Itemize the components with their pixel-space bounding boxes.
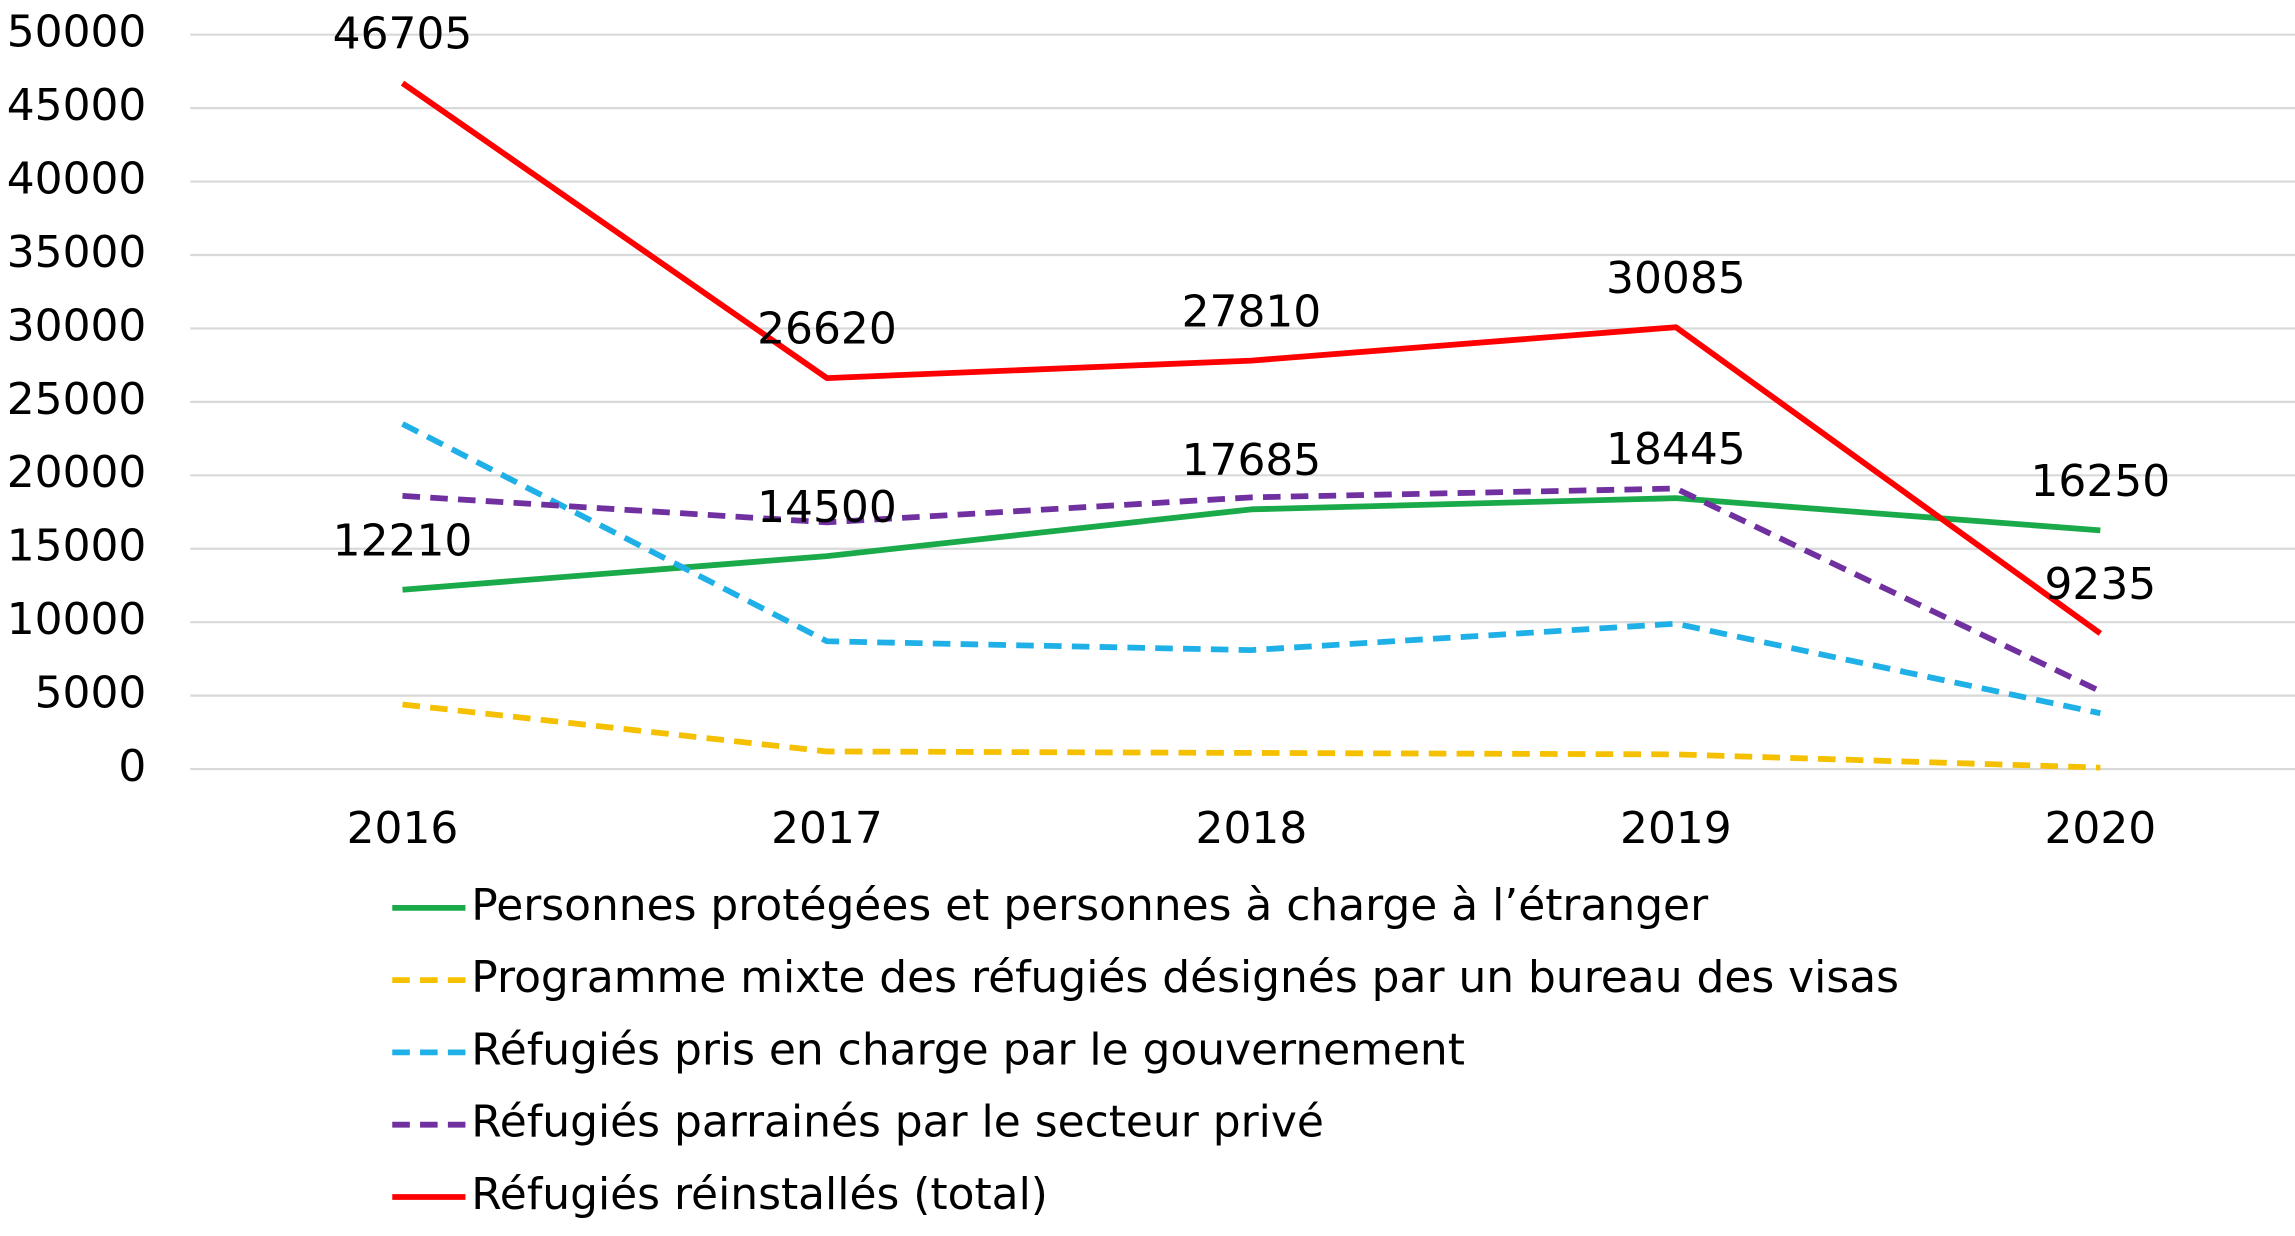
x-tick-label: 2018 (1196, 804, 1308, 854)
data-label: 30085 (1606, 254, 1746, 304)
y-tick-label: 40000 (7, 155, 147, 205)
y-tick-label: 35000 (7, 228, 147, 278)
x-tick-label: 2020 (2044, 804, 2156, 854)
data-label: 18445 (1606, 425, 1746, 475)
legend-label: Programme mixte des réfugiés désignés pa… (471, 953, 1899, 1003)
y-tick-label: 5000 (35, 669, 147, 719)
data-label: 46705 (333, 10, 473, 60)
data-label: 26620 (757, 305, 897, 355)
y-tick-label: 50000 (7, 8, 147, 58)
legend-label: Réfugiés parrainés par le secteur privé (471, 1098, 1324, 1148)
data-label: 12210 (333, 517, 473, 567)
series-line (400, 80, 2103, 636)
data-label: 16250 (2031, 457, 2171, 507)
data-label: 17685 (1182, 436, 1322, 486)
series-line (402, 485, 2102, 694)
y-tick-label: 15000 (7, 522, 147, 572)
x-tick-label: 2016 (347, 804, 459, 854)
x-tick-label: 2017 (771, 804, 883, 854)
legend-label: Réfugiés réinstallés (total) (471, 1170, 1048, 1220)
data-label: 9235 (2044, 560, 2156, 610)
y-tick-label: 25000 (7, 375, 147, 425)
y-tick-label: 0 (118, 742, 146, 792)
y-tick-label: 30000 (7, 302, 147, 352)
legend-label: Réfugiés pris en charge par le gouvernem… (471, 1026, 1465, 1076)
y-tick-label: 20000 (7, 448, 147, 498)
legend-label: Personnes protégées et personnes à charg… (471, 881, 1708, 931)
x-tick-label: 2019 (1620, 804, 1732, 854)
series-line (401, 421, 2101, 717)
data-label: 27810 (1182, 288, 1322, 338)
series-line (402, 701, 2101, 771)
y-tick-label: 45000 (7, 81, 147, 131)
y-tick-label: 10000 (7, 595, 147, 645)
data-label: 14500 (757, 483, 897, 533)
